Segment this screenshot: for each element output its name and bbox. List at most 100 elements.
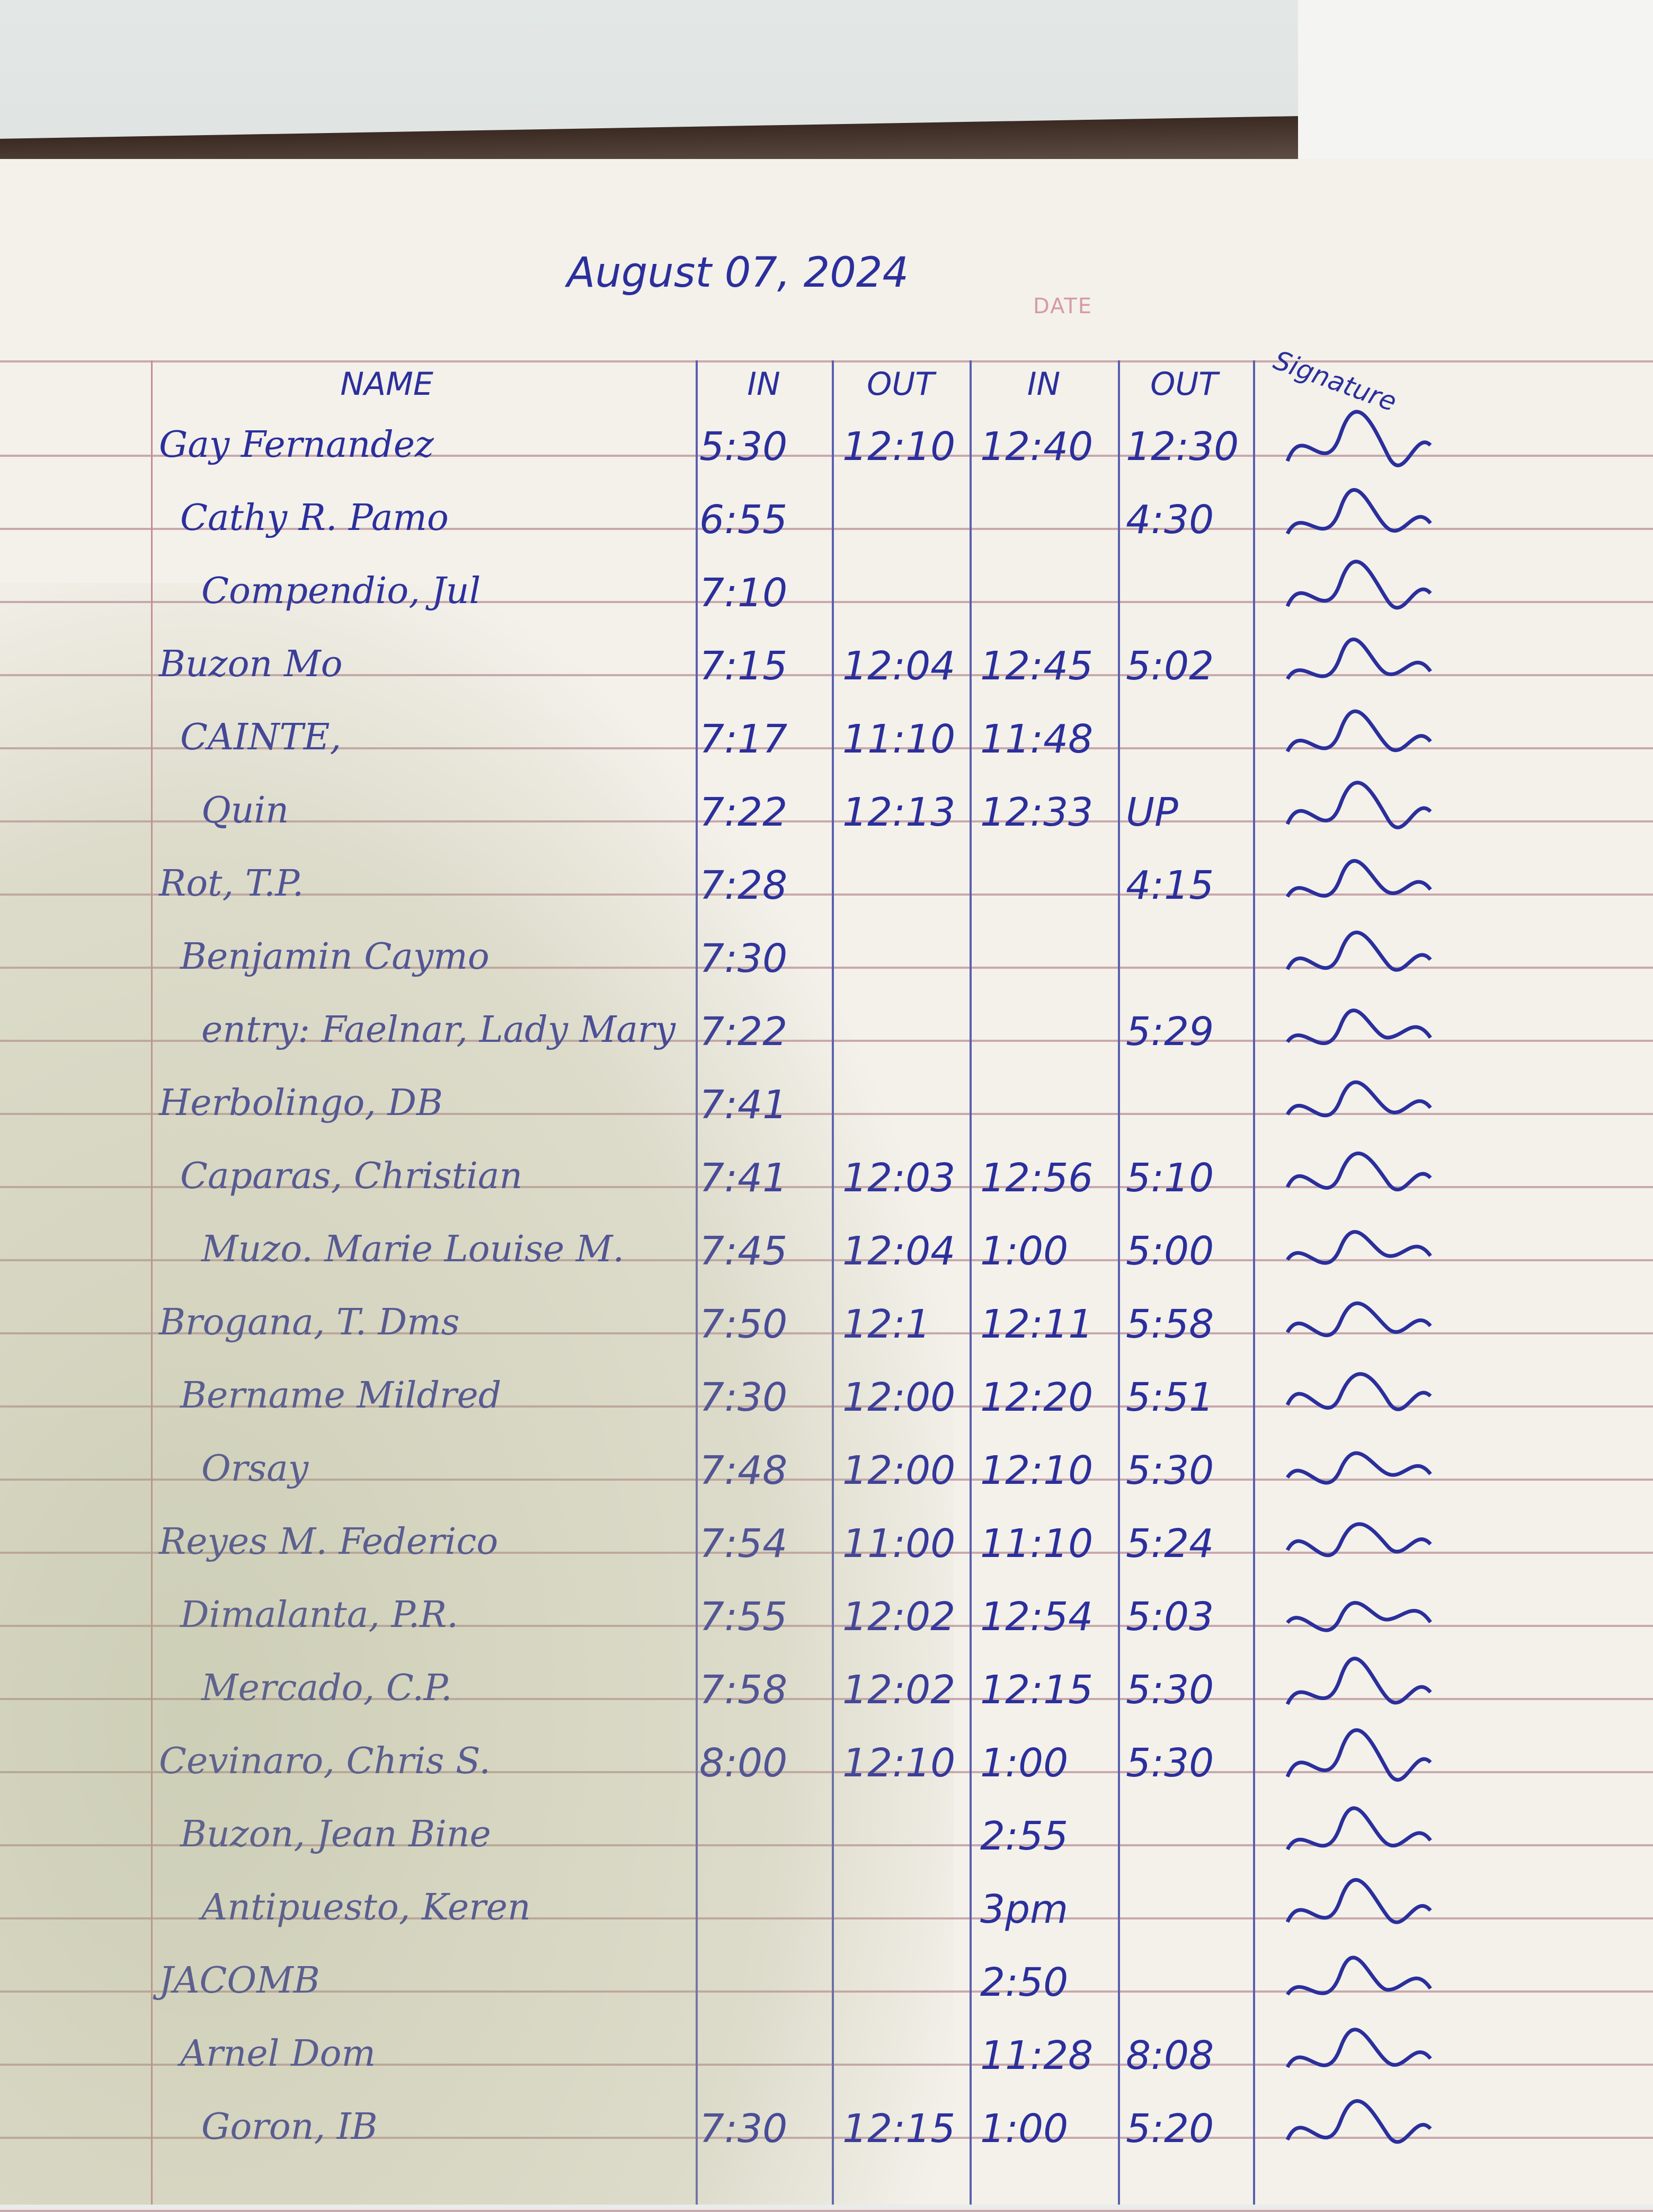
column-divider — [1253, 360, 1255, 2205]
time-out-pm: 5:24 — [1126, 1521, 1214, 1567]
row-name: Buzon Mo — [159, 643, 343, 685]
ruled-line — [0, 1625, 1653, 1627]
time-out-am: 12:1 — [842, 1302, 931, 1347]
row-name: Dimalanta, P.R. — [180, 1594, 458, 1636]
row-name: Compendio, Jul — [201, 570, 481, 612]
ruled-line — [0, 1479, 1653, 1481]
time-out-pm: 4:15 — [1126, 863, 1214, 908]
time-out-am: 12:13 — [842, 790, 956, 835]
ruled-line — [0, 601, 1653, 603]
time-out-am: 12:15 — [842, 2106, 956, 2152]
row-name: Benjamin Caymo — [180, 936, 490, 978]
signature-scribble — [1285, 2099, 1432, 2144]
signature-scribble — [1285, 488, 1432, 535]
time-in-pm: 1:00 — [980, 2106, 1069, 2152]
ruled-line — [0, 1844, 1653, 1846]
ruled-line — [0, 455, 1653, 457]
signature-scribble — [1285, 931, 1432, 972]
row-name: entry: Faelnar, Lady Mary — [201, 1009, 676, 1051]
time-in-pm: 11:48 — [980, 716, 1094, 762]
time-out-pm: 5:29 — [1126, 1009, 1214, 1055]
time-out-pm: 5:10 — [1126, 1155, 1214, 1201]
handwritten-date: August 07, 2024 — [567, 249, 909, 297]
signature-scribble — [1285, 1878, 1432, 1924]
time-in-am: 7:48 — [699, 1448, 788, 1493]
time-out-pm: UP — [1126, 790, 1178, 835]
ruled-line — [0, 967, 1653, 969]
ruled-line — [0, 893, 1653, 896]
time-in-pm: 12:15 — [980, 1667, 1094, 1713]
time-in-pm: 3pm — [980, 1887, 1069, 1932]
row-name: Bername Mildred — [180, 1375, 502, 1417]
time-in-am: 7:41 — [699, 1155, 788, 1201]
time-out-pm: 5:30 — [1126, 1740, 1214, 1786]
row-name: Orsay — [201, 1448, 309, 1490]
signature-scribble — [1285, 1080, 1432, 1118]
signature-scribble — [1285, 1657, 1432, 1705]
time-in-pm: 11:10 — [980, 1521, 1094, 1567]
time-in-pm: 12:56 — [980, 1155, 1094, 1201]
time-in-am: 7:17 — [699, 716, 788, 762]
row-name: Reyes M. Federico — [159, 1521, 499, 1563]
signature-scribble — [1285, 1806, 1432, 1851]
ruled-line — [0, 820, 1653, 822]
signature-scribble — [1285, 709, 1432, 753]
time-in-am: 7:28 — [699, 863, 788, 908]
signature-scribble — [1285, 1372, 1432, 1411]
ruled-line — [0, 1259, 1653, 1261]
ruled-line — [0, 360, 1653, 362]
signature-scribble — [1285, 1728, 1432, 1782]
date-label: DATE — [1033, 294, 1093, 318]
time-in-pm: 12:10 — [980, 1448, 1094, 1493]
signature-scribble — [1286, 1956, 1432, 1996]
time-in-pm: 12:45 — [980, 643, 1094, 689]
time-out-pm: 5:03 — [1126, 1594, 1214, 1640]
ruled-line — [0, 1698, 1653, 1700]
time-out-pm: 5:58 — [1126, 1302, 1214, 1347]
time-out-pm: 5:02 — [1126, 643, 1214, 689]
time-out-am: 12:04 — [842, 1228, 956, 1274]
signature-scribble — [1286, 1451, 1432, 1485]
time-in-am: 7:30 — [699, 1375, 788, 1420]
time-in-pm: 11:28 — [980, 2033, 1094, 2078]
row-name: Brogana, T. Dms — [159, 1302, 460, 1343]
time-in-am: 7:50 — [699, 1302, 788, 1347]
time-in-pm: 2:55 — [980, 1813, 1069, 1859]
ruled-line — [0, 2137, 1653, 2139]
time-out-pm: 5:20 — [1126, 2106, 1214, 2152]
column-divider — [696, 360, 698, 2205]
ruled-line — [0, 2210, 1653, 2212]
time-in-am: 7:22 — [699, 790, 788, 835]
time-in-am: 7:54 — [699, 1521, 788, 1567]
row-name: Gay Fernandez — [159, 424, 434, 466]
time-in-am: 5:30 — [699, 424, 788, 470]
ruled-line — [0, 528, 1653, 530]
logbook-page — [0, 159, 1653, 2205]
time-out-pm: 5:00 — [1126, 1228, 1214, 1274]
time-in-pm: 12:33 — [980, 790, 1094, 835]
signature-scribble — [1286, 1230, 1432, 1265]
ruled-line — [0, 2064, 1653, 2066]
ruled-line — [0, 1332, 1653, 1334]
time-in-am: 7:58 — [699, 1667, 788, 1713]
signature-scribble — [1285, 859, 1432, 898]
time-out-am: 12:00 — [842, 1375, 956, 1420]
time-out-pm: 5:30 — [1126, 1667, 1214, 1713]
time-out-am: 12:03 — [842, 1155, 956, 1201]
time-out-am: 12:10 — [842, 424, 956, 470]
row-name: Cathy R. Pamo — [180, 497, 449, 539]
time-in-pm: 12:11 — [980, 1302, 1094, 1347]
column-header-in-am: IN — [747, 366, 780, 403]
signature-scribble — [1286, 1601, 1432, 1632]
row-name: Goron, IB — [201, 2106, 378, 2148]
time-out-pm: 4:30 — [1126, 497, 1214, 543]
time-in-am: 7:41 — [699, 1082, 788, 1128]
column-header-name: NAME — [340, 366, 433, 403]
time-out-am: 12:00 — [842, 1448, 956, 1493]
signature-scribble — [1285, 1301, 1432, 1338]
time-in-pm: 2:50 — [980, 1960, 1069, 2005]
ruled-line — [0, 1917, 1653, 1919]
time-out-am: 12:04 — [842, 643, 956, 689]
row-name: Mercado, C.P. — [201, 1667, 452, 1709]
row-name: Muzo. Marie Louise M. — [201, 1228, 625, 1270]
